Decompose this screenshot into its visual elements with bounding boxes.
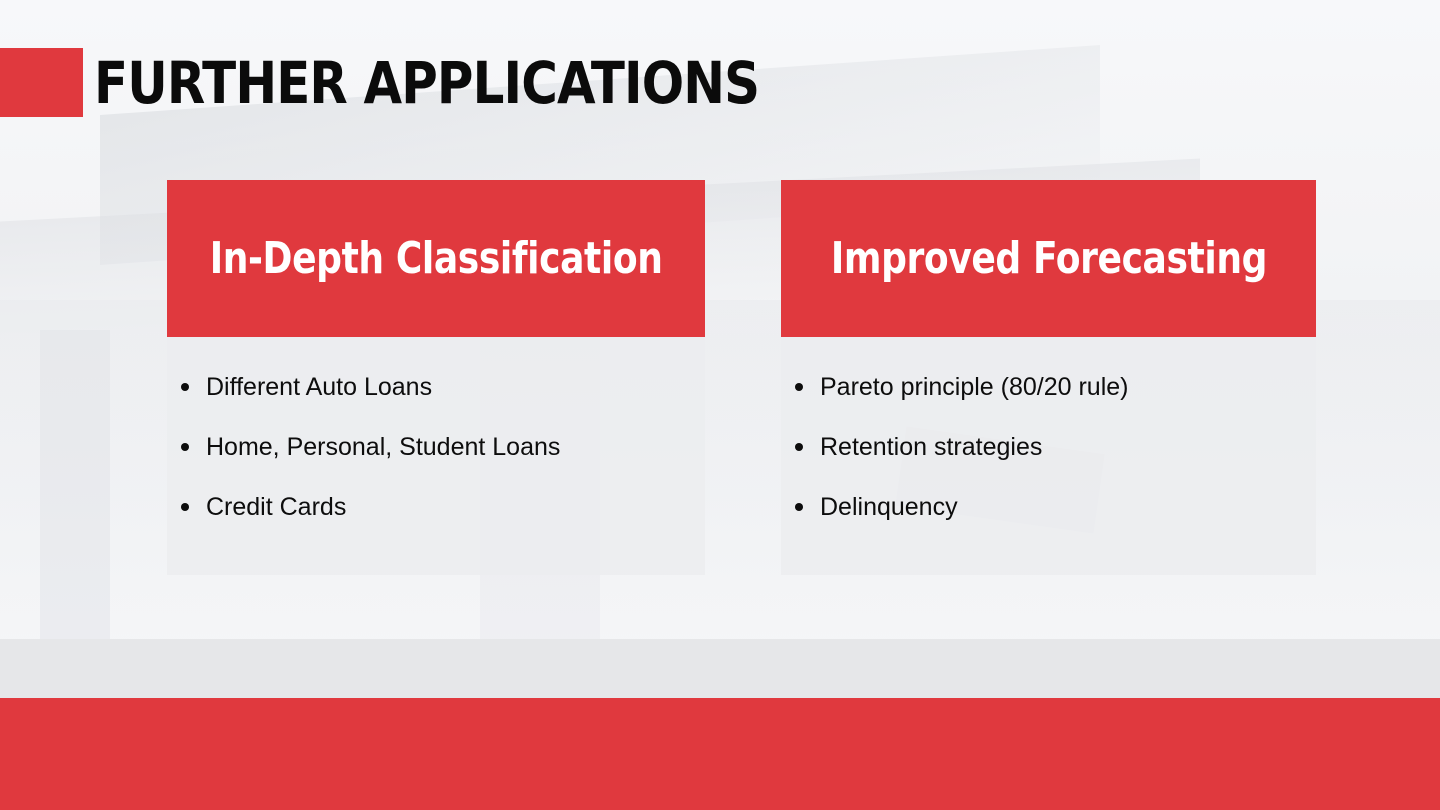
card-header: In-Depth Classification [167, 180, 705, 337]
slide-title: FURTHER APPLICATIONS [94, 49, 760, 117]
list-item: Retention strategies [793, 417, 1316, 477]
card-header: Improved Forecasting [781, 180, 1316, 337]
bullet-icon [795, 443, 803, 451]
card-body: Different Auto Loans Home, Personal, Stu… [167, 337, 705, 575]
bullet-icon [795, 503, 803, 511]
footer-grey-band [0, 639, 1440, 698]
card-body: Pareto principle (80/20 rule) Retention … [781, 337, 1316, 575]
footer-red-band [0, 698, 1440, 810]
list-item: Credit Cards [179, 477, 705, 537]
bullet-list: Different Auto Loans Home, Personal, Stu… [179, 357, 705, 537]
bullet-icon [181, 503, 189, 511]
bullet-list: Pareto principle (80/20 rule) Retention … [793, 357, 1316, 537]
card-in-depth-classification: In-Depth Classification Different Auto L… [167, 180, 705, 575]
card-heading: Improved Forecasting [830, 233, 1267, 284]
card-improved-forecasting: Improved Forecasting Pareto principle (8… [781, 180, 1316, 575]
bullet-icon [181, 443, 189, 451]
title-accent-block [0, 48, 83, 117]
card-heading: In-Depth Classification [209, 233, 663, 284]
list-item: Different Auto Loans [179, 357, 705, 417]
list-item: Home, Personal, Student Loans [179, 417, 705, 477]
list-item: Pareto principle (80/20 rule) [793, 357, 1316, 417]
bullet-icon [795, 383, 803, 391]
list-item: Delinquency [793, 477, 1316, 537]
bullet-icon [181, 383, 189, 391]
